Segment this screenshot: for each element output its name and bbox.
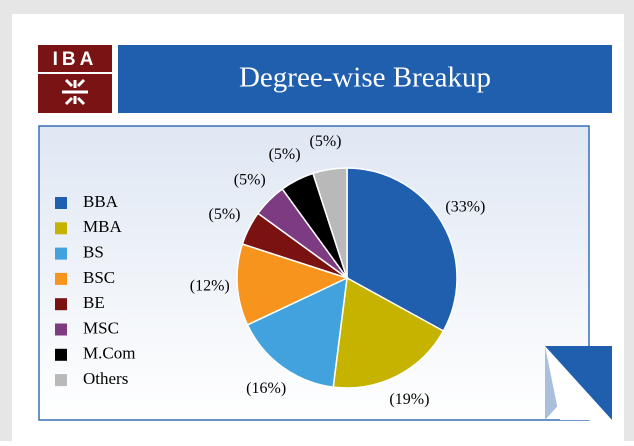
logo-text: IBA [53, 49, 98, 70]
pie-slice [246, 276, 348, 388]
pie-slice [346, 167, 458, 333]
data-label: (16%) [246, 380, 286, 397]
data-label: (5%) [269, 146, 301, 163]
chart-title: Degree-wise Breakup [239, 62, 491, 94]
legend-swatch [55, 374, 67, 387]
legend-swatch [55, 222, 67, 235]
legend-label: BSC [83, 268, 115, 287]
data-label: (19%) [389, 391, 429, 408]
legend-swatch [55, 197, 67, 209]
legend-swatch [55, 348, 67, 361]
logo-symbol [62, 78, 88, 106]
legend-label: M.Com [83, 344, 135, 363]
chart: (33%)(19%)(16%)(12%)(5%)(5%)(5%)(5%)BBAM… [55, 133, 485, 408]
pie-slice [236, 243, 350, 326]
legend-label: BE [83, 293, 105, 312]
legend-swatch [55, 298, 67, 311]
legend-label: Others [83, 369, 128, 388]
legend-swatch [55, 323, 67, 336]
legend-label: BBA [83, 192, 119, 211]
legend-label: MBA [83, 217, 122, 236]
page-curl [545, 346, 612, 420]
legend-swatch [55, 247, 67, 260]
legend-label: MSC [83, 318, 119, 337]
data-label: (33%) [445, 199, 485, 216]
title-bar [118, 45, 612, 113]
pie-slice [332, 276, 445, 389]
data-label: (5%) [234, 171, 266, 188]
legend-label: BS [83, 243, 104, 262]
data-label: (5%) [309, 133, 341, 150]
data-label: (12%) [190, 277, 230, 294]
legend-swatch [55, 272, 67, 285]
pie-slice [312, 167, 348, 279]
data-label: (5%) [208, 206, 240, 223]
